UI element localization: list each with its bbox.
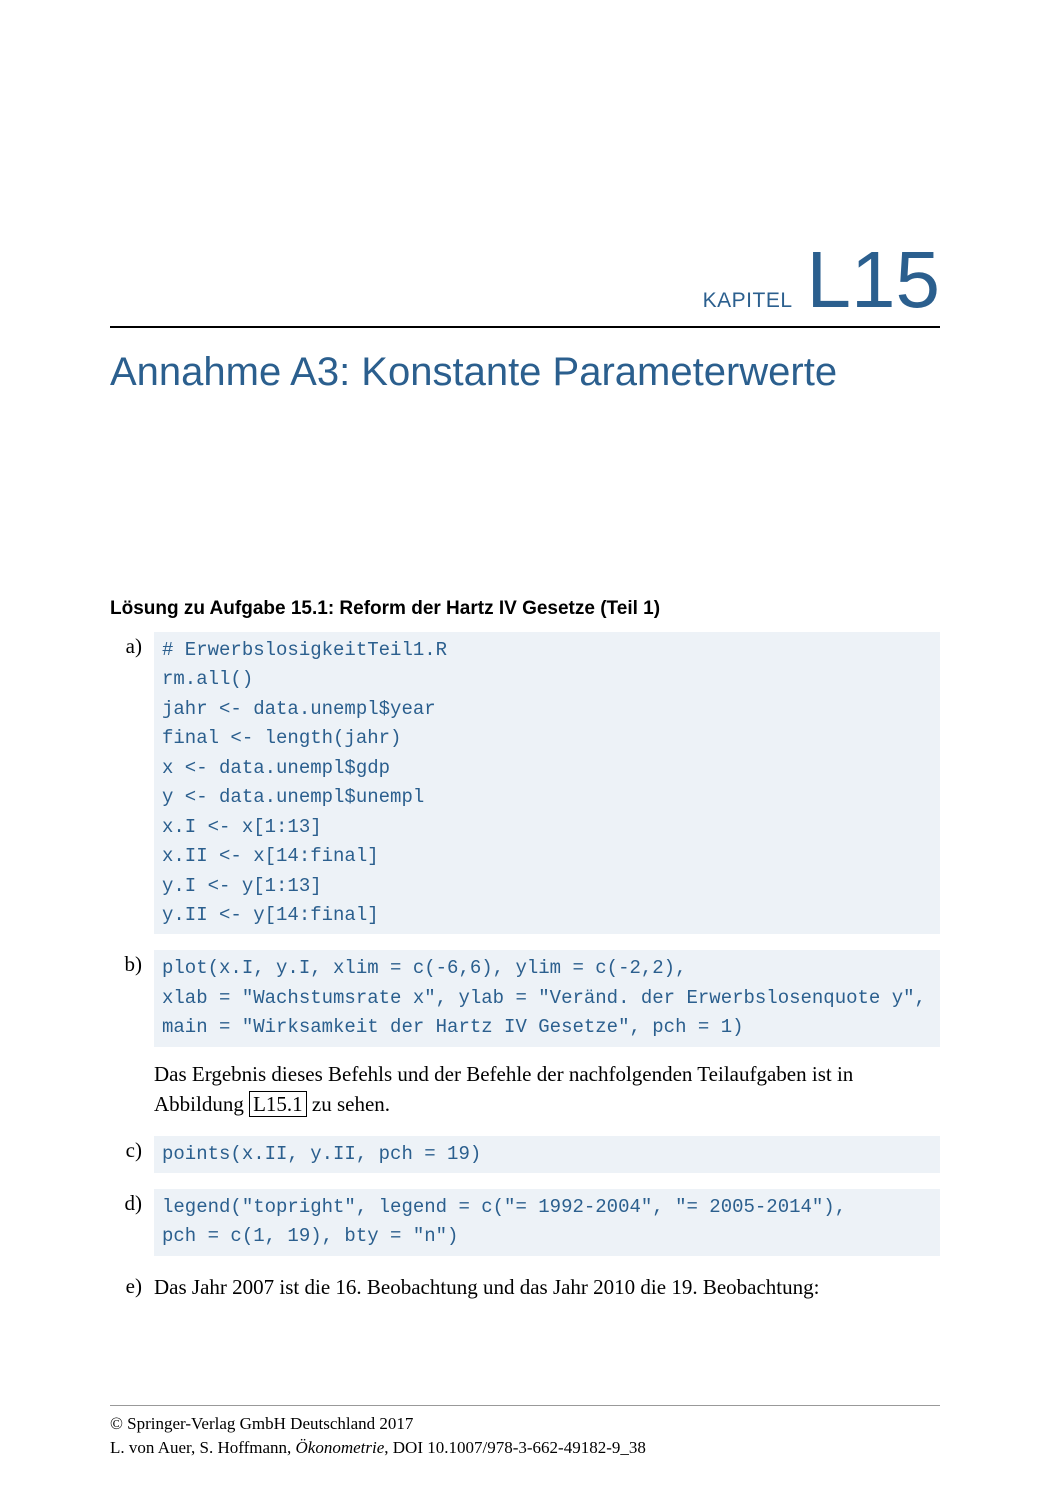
item-content-a: # ErwerbslosigkeitTeil1.R rm.all() jahr … [154,632,940,934]
item-b-text: Das Ergebnis dieses Befehls und der Befe… [154,1059,940,1120]
item-label-a: a) [110,632,154,934]
code-block-a: # ErwerbslosigkeitTeil1.R rm.all() jahr … [154,632,940,934]
chapter-title: Annahme A3: Konstante Parameterwerte [110,346,940,398]
item-content-b: plot(x.I, y.I, xlim = c(-6,6), ylim = c(… [154,950,940,1119]
item-a: a) # ErwerbslosigkeitTeil1.R rm.all() ja… [110,632,940,934]
item-label-c: c) [110,1136,154,1173]
footer-doi: , DOI 10.1007/978-3-662-49182-9_38 [384,1438,646,1457]
item-e: e) Das Jahr 2007 ist die 16. Beobachtung… [110,1272,940,1302]
item-content-d: legend("topright", legend = c("= 1992-20… [154,1189,940,1256]
item-list: a) # ErwerbslosigkeitTeil1.R rm.all() ja… [110,632,940,1302]
item-label-b: b) [110,950,154,1119]
solution-heading-prefix: Lösung zu Aufgabe 15.1: [110,598,334,619]
chapter-number: L15 [807,235,940,324]
chapter-header: KAPITEL L15 [110,240,940,328]
item-c: c) points(x.II, y.II, pch = 19) [110,1136,940,1173]
item-content-c: points(x.II, y.II, pch = 19) [154,1136,940,1173]
solution-heading-title: Reform der Hartz IV Gesetze (Teil 1) [339,598,660,619]
item-b-text-after: zu sehen. [307,1092,390,1116]
item-e-text: Das Jahr 2007 ist die 16. Beobachtung un… [154,1272,940,1302]
footer-citation: L. von Auer, S. Hoffmann, Ökonometrie, D… [110,1436,940,1460]
code-block-d: legend("topright", legend = c("= 1992-20… [154,1189,940,1256]
footer-title: Ökonometrie [296,1438,385,1457]
solution-heading: Lösung zu Aufgabe 15.1: Reform der Hartz… [110,598,940,620]
code-block-b: plot(x.I, y.I, xlim = c(-6,6), ylim = c(… [154,950,940,1046]
item-label-e: e) [110,1272,154,1302]
code-block-c: points(x.II, y.II, pch = 19) [154,1136,940,1173]
item-b: b) plot(x.I, y.I, xlim = c(-6,6), ylim =… [110,950,940,1119]
item-d: d) legend("topright", legend = c("= 1992… [110,1189,940,1256]
page-footer: © Springer-Verlag GmbH Deutschland 2017 … [110,1405,940,1460]
item-label-d: d) [110,1189,154,1256]
footer-authors: L. von Auer, S. Hoffmann, [110,1438,296,1457]
chapter-label: KAPITEL [703,289,793,312]
item-content-e: Das Jahr 2007 ist die 16. Beobachtung un… [154,1272,940,1302]
footer-copyright: © Springer-Verlag GmbH Deutschland 2017 [110,1412,940,1436]
figure-ref-link[interactable]: L15.1 [249,1091,307,1117]
